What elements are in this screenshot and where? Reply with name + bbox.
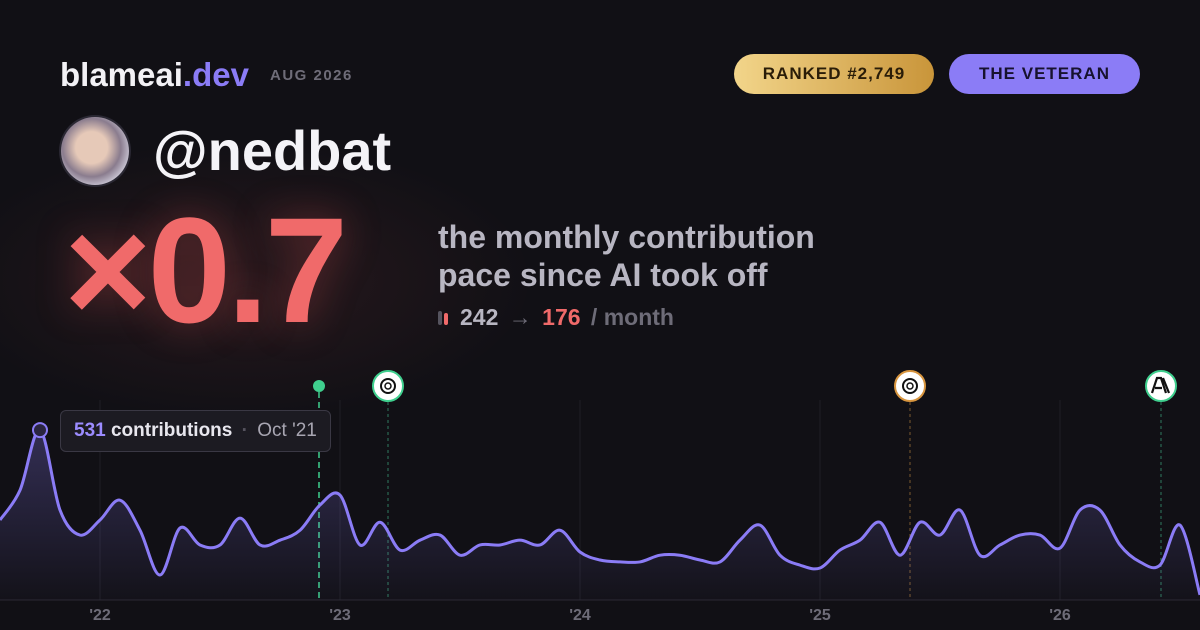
description-line: the monthly contribution [438,219,815,255]
tooltip-sep: · [241,420,248,441]
area [0,429,1200,600]
description: the monthly contribution pace since AI to… [438,218,815,294]
pace-after: 176 [542,304,581,330]
x-tick-label: '26 [1049,607,1071,624]
tooltip-value: 531 [74,420,106,441]
tooltip: 531 contributions · Oct '21 [60,410,331,452]
x-tick-label: '22 [89,607,111,624]
description-line: pace since AI took off [438,257,768,293]
event-icon [894,370,926,402]
pace-before: 242 [460,304,499,330]
pace: 242 → 176 / month [438,304,674,331]
rank-badge: RANKED #2,749 [734,54,934,94]
x-tick-label: '24 [569,607,591,624]
avatar [61,117,129,185]
pace-icon [444,313,448,325]
x-tick-label: '25 [809,607,831,624]
pace-icon [438,311,442,325]
persona-badge: THE VETERAN [949,54,1140,94]
event-dot [313,380,325,392]
handle: @nedbat [153,119,392,182]
multiplier: ×0.7 [64,186,348,354]
brand: blameai.dev [60,56,249,94]
brand-name: blameai [60,56,183,93]
brand-suffix: .dev [182,56,249,93]
pace-arrow: → [508,304,532,330]
event-icon [1145,370,1177,402]
tooltip-date: Oct '21 [257,420,317,441]
line [0,428,1200,596]
x-tick-label: '23 [329,607,351,624]
period: AUG 2026 [270,67,353,84]
tooltip-label: contributions [110,420,233,441]
event-icon [372,370,404,402]
peak-marker [32,422,48,439]
pace-unit: / month [590,304,674,330]
